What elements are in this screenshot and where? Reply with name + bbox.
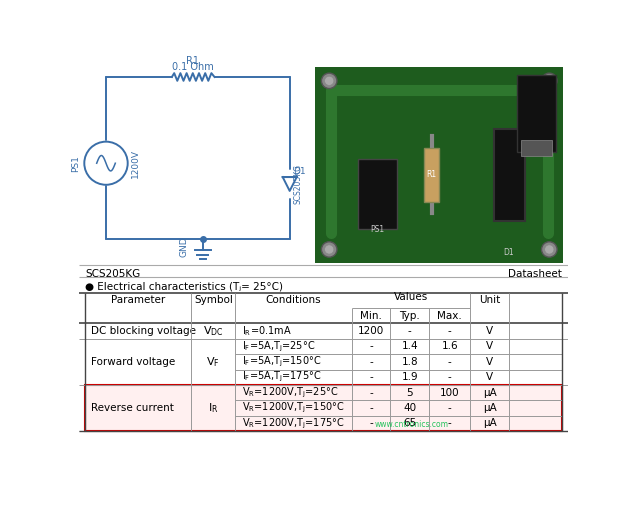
Text: R1: R1 xyxy=(427,170,437,179)
Text: I$_{\rm R}$=0.1mA: I$_{\rm R}$=0.1mA xyxy=(242,324,292,338)
Text: -: - xyxy=(448,419,452,429)
Bar xyxy=(85,385,562,431)
Text: Values: Values xyxy=(394,292,428,302)
Text: Symbol: Symbol xyxy=(194,295,233,305)
Text: I$_{\rm F}$=5A,T$_{\rm j}$=175°C: I$_{\rm F}$=5A,T$_{\rm j}$=175°C xyxy=(242,370,321,385)
Text: Datasheet: Datasheet xyxy=(508,269,562,279)
Text: Unit: Unit xyxy=(479,295,500,305)
Text: SCS205KG: SCS205KG xyxy=(85,269,140,279)
Text: www.cntronics.com: www.cntronics.com xyxy=(375,420,449,429)
Text: 1.8: 1.8 xyxy=(401,357,418,367)
Text: D1: D1 xyxy=(504,248,514,257)
Text: V$_{\mathrm{F}}$: V$_{\mathrm{F}}$ xyxy=(206,355,220,369)
Text: ● Electrical characteristics (Tⱼ= 25°C): ● Electrical characteristics (Tⱼ= 25°C) xyxy=(85,281,283,291)
Circle shape xyxy=(541,242,557,257)
Circle shape xyxy=(324,76,334,85)
Text: -: - xyxy=(408,326,411,336)
Text: Max.: Max. xyxy=(437,311,462,321)
Text: 40: 40 xyxy=(403,403,416,413)
Text: -: - xyxy=(369,388,373,398)
Text: 5: 5 xyxy=(406,388,413,398)
Text: I$_{\rm F}$=5A,T$_{\rm j}$=150°C: I$_{\rm F}$=5A,T$_{\rm j}$=150°C xyxy=(242,355,321,369)
Text: V: V xyxy=(486,372,493,382)
Text: V$_{\rm R}$=1200V,T$_{\rm j}$=150°C: V$_{\rm R}$=1200V,T$_{\rm j}$=150°C xyxy=(242,401,345,416)
Text: V: V xyxy=(486,357,493,367)
Text: -: - xyxy=(369,372,373,382)
Text: 1.4: 1.4 xyxy=(401,341,418,351)
Text: V$_{\rm R}$=1200V,T$_{\rm j}$=175°C: V$_{\rm R}$=1200V,T$_{\rm j}$=175°C xyxy=(242,416,345,431)
Bar xyxy=(316,67,563,264)
Text: DC blocking voltage: DC blocking voltage xyxy=(91,326,196,336)
Circle shape xyxy=(321,73,337,88)
Circle shape xyxy=(545,76,554,85)
Text: 65: 65 xyxy=(403,419,416,429)
Text: Reverse current: Reverse current xyxy=(91,403,174,413)
Text: D1: D1 xyxy=(293,167,306,176)
Text: PS1: PS1 xyxy=(370,225,384,234)
Text: PS1: PS1 xyxy=(71,155,80,171)
Text: Min.: Min. xyxy=(360,311,382,321)
Text: -: - xyxy=(448,372,452,382)
Text: -: - xyxy=(448,357,452,367)
Circle shape xyxy=(545,245,554,254)
Text: SCS205KG: SCS205KG xyxy=(293,164,302,204)
Text: -: - xyxy=(369,419,373,429)
Text: -: - xyxy=(369,341,373,351)
Text: R1: R1 xyxy=(186,56,199,66)
Bar xyxy=(358,159,397,229)
Text: V$_{\mathrm{DC}}$: V$_{\mathrm{DC}}$ xyxy=(203,324,223,338)
Text: μA: μA xyxy=(483,403,497,413)
Text: 0.1 Ohm: 0.1 Ohm xyxy=(172,63,214,73)
Circle shape xyxy=(541,73,557,88)
Text: -: - xyxy=(448,326,452,336)
Bar xyxy=(493,128,524,221)
Text: μA: μA xyxy=(483,388,497,398)
Text: I$_{\rm F}$=5A,T$_{\rm j}$=25°C: I$_{\rm F}$=5A,T$_{\rm j}$=25°C xyxy=(242,339,315,353)
Text: -: - xyxy=(448,403,452,413)
Text: Conditions: Conditions xyxy=(266,295,321,305)
Text: V: V xyxy=(486,341,493,351)
Text: V$_{\rm R}$=1200V,T$_{\rm j}$=25°C: V$_{\rm R}$=1200V,T$_{\rm j}$=25°C xyxy=(242,386,338,400)
Text: -: - xyxy=(369,403,373,413)
Text: GND: GND xyxy=(180,236,189,257)
Text: V: V xyxy=(486,326,493,336)
Text: 1200V: 1200V xyxy=(131,149,140,178)
Bar xyxy=(424,148,439,201)
Text: Forward voltage: Forward voltage xyxy=(91,357,175,367)
Circle shape xyxy=(321,242,337,257)
Circle shape xyxy=(324,245,334,254)
Text: 1200: 1200 xyxy=(358,326,384,336)
Text: μA: μA xyxy=(483,419,497,429)
Text: 1.9: 1.9 xyxy=(401,372,418,382)
Text: 100: 100 xyxy=(440,388,459,398)
Text: 1.6: 1.6 xyxy=(442,341,458,351)
Text: I$_{\mathrm{R}}$: I$_{\mathrm{R}}$ xyxy=(208,401,218,415)
Text: Parameter: Parameter xyxy=(111,295,165,305)
Bar xyxy=(521,140,551,156)
Text: -: - xyxy=(369,357,373,367)
Text: Typ.: Typ. xyxy=(399,311,420,321)
Bar xyxy=(517,75,555,151)
